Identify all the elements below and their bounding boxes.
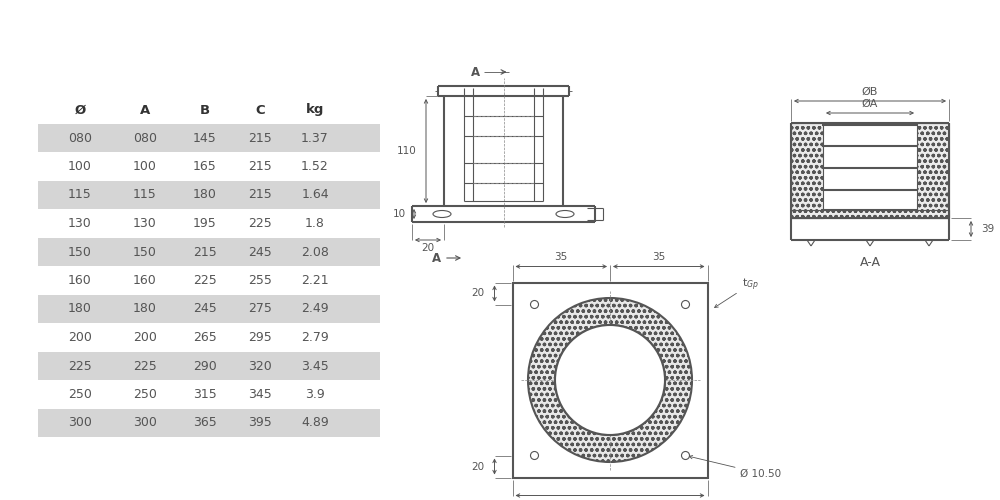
Text: 100: 100	[133, 160, 157, 173]
Text: 1.37: 1.37	[301, 132, 329, 144]
Text: 150: 150	[68, 246, 92, 258]
Ellipse shape	[556, 210, 574, 218]
Text: ØA: ØA	[862, 99, 878, 109]
Text: 200: 200	[133, 331, 157, 344]
Text: 345: 345	[248, 388, 272, 401]
Bar	[917, 123, 949, 218]
Text: 215: 215	[248, 188, 272, 202]
Text: 130: 130	[68, 217, 92, 230]
Text: Ø: Ø	[74, 104, 86, 117]
Text: 290: 290	[193, 360, 217, 372]
Bar	[791, 123, 823, 218]
Text: 200: 200	[68, 331, 92, 344]
Bar	[512, 282, 708, 478]
Bar	[38, 409, 407, 437]
Text: 100: 100	[68, 160, 92, 173]
Text: 320: 320	[248, 360, 272, 372]
Text: 180: 180	[193, 188, 217, 202]
Text: t$_{Gp}$: t$_{Gp}$	[715, 276, 759, 308]
Text: 20: 20	[471, 288, 484, 298]
Text: 275: 275	[248, 302, 272, 316]
Text: 245: 245	[193, 302, 217, 316]
Text: 395: 395	[248, 416, 272, 430]
Text: 150: 150	[133, 246, 157, 258]
Circle shape	[555, 325, 665, 435]
Text: 215: 215	[248, 132, 272, 144]
Text: 225: 225	[248, 217, 272, 230]
Text: 250: 250	[68, 388, 92, 401]
Text: A: A	[140, 104, 150, 117]
Text: 115: 115	[68, 188, 92, 202]
Text: 160: 160	[133, 274, 157, 287]
Text: 35: 35	[555, 252, 568, 262]
Circle shape	[530, 452, 538, 460]
Circle shape	[530, 300, 538, 308]
Text: 225: 225	[193, 274, 217, 287]
Text: 215: 215	[193, 246, 217, 258]
Text: C: C	[255, 104, 265, 117]
Bar	[38, 352, 407, 380]
Ellipse shape	[433, 210, 451, 218]
Text: 160: 160	[68, 274, 92, 287]
Text: 3.9: 3.9	[305, 388, 325, 401]
Text: 1.52: 1.52	[301, 160, 329, 173]
Text: B: B	[200, 104, 210, 117]
Text: 2.08: 2.08	[301, 246, 329, 258]
Text: 265: 265	[193, 331, 217, 344]
Bar	[38, 238, 407, 266]
Text: ØB: ØB	[862, 87, 878, 97]
Text: 145: 145	[193, 132, 217, 144]
Text: 255: 255	[248, 274, 272, 287]
Text: A-A: A-A	[860, 256, 881, 268]
Text: 165: 165	[193, 160, 217, 173]
Text: 300: 300	[133, 416, 157, 430]
Bar	[38, 294, 407, 324]
Bar	[38, 124, 407, 152]
Text: Ø 10.50: Ø 10.50	[689, 456, 782, 478]
Text: A: A	[471, 66, 480, 78]
Text: 2.79: 2.79	[301, 331, 329, 344]
Text: 080: 080	[68, 132, 92, 144]
Text: 295: 295	[248, 331, 272, 344]
Text: 20: 20	[471, 462, 484, 471]
Text: 3.45: 3.45	[301, 360, 329, 372]
Text: 110: 110	[397, 146, 417, 156]
Text: A: A	[431, 252, 441, 264]
Text: □C: □C	[600, 498, 620, 500]
Text: 250: 250	[133, 388, 157, 401]
Text: 215: 215	[248, 160, 272, 173]
Text: 245: 245	[248, 246, 272, 258]
Bar	[791, 210, 949, 218]
Text: 195: 195	[193, 217, 217, 230]
Text: 080: 080	[133, 132, 157, 144]
Text: 1.64: 1.64	[301, 188, 329, 202]
Text: 35: 35	[652, 252, 665, 262]
Text: 130: 130	[133, 217, 157, 230]
Text: 1.8: 1.8	[305, 217, 325, 230]
Bar	[38, 180, 407, 209]
Circle shape	[682, 452, 690, 460]
Text: 315: 315	[193, 388, 217, 401]
Text: 39: 39	[981, 224, 994, 234]
Text: 4.89: 4.89	[301, 416, 329, 430]
Text: 2.21: 2.21	[301, 274, 329, 287]
Text: 180: 180	[68, 302, 92, 316]
Text: 2.49: 2.49	[301, 302, 329, 316]
Text: 225: 225	[68, 360, 92, 372]
Text: 180: 180	[133, 302, 157, 316]
Text: kg: kg	[306, 104, 324, 117]
Circle shape	[682, 300, 690, 308]
Text: 115: 115	[133, 188, 157, 202]
Text: 225: 225	[133, 360, 157, 372]
Text: 20: 20	[421, 243, 435, 253]
Text: 10: 10	[393, 209, 406, 219]
Text: 300: 300	[68, 416, 92, 430]
Text: 365: 365	[193, 416, 217, 430]
